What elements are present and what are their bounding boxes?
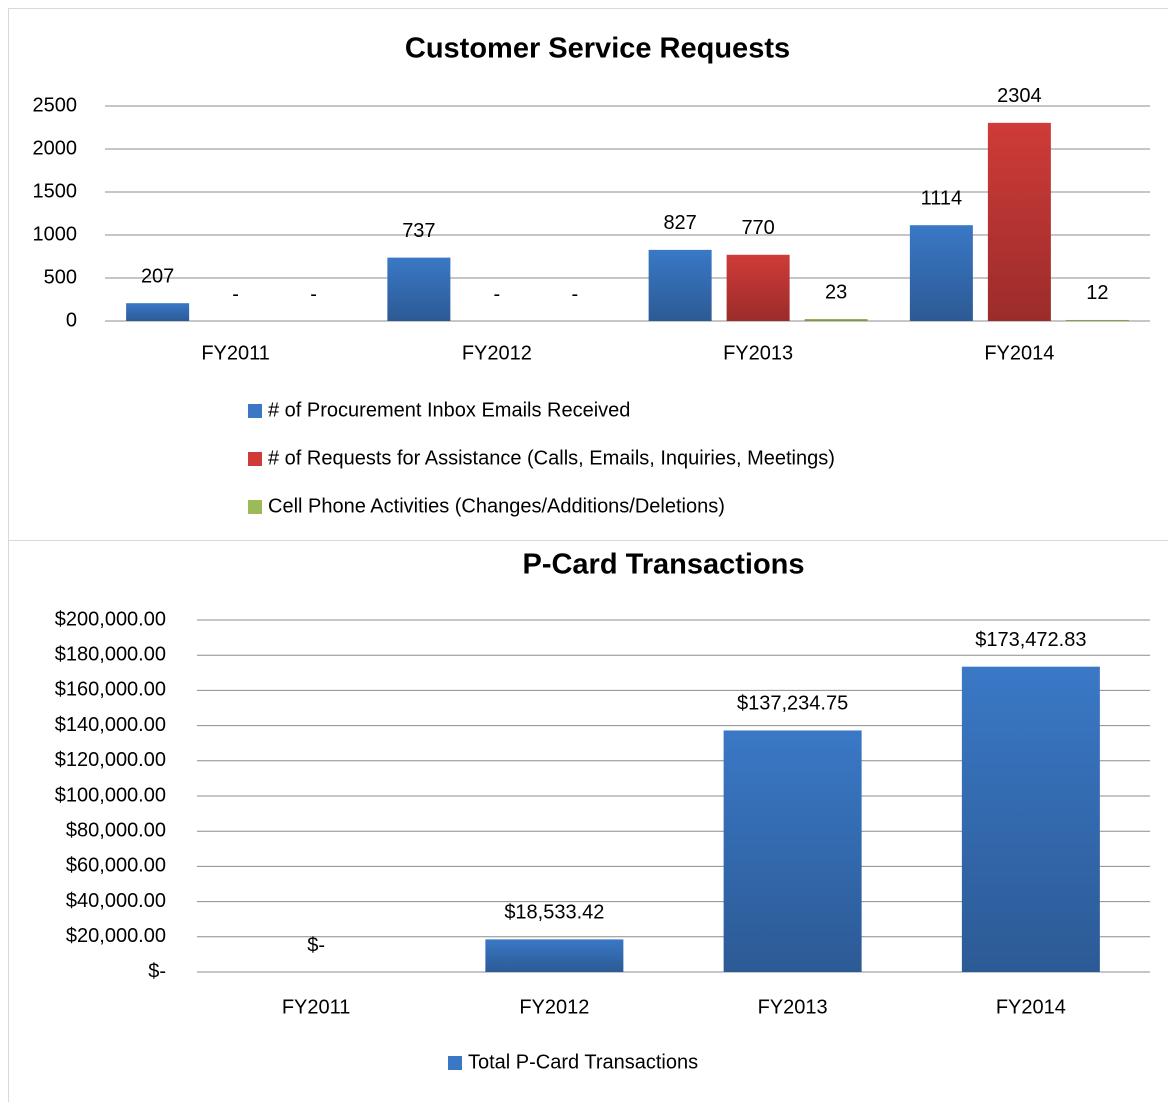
- legend-label: # of Procurement Inbox Emails Received: [268, 399, 630, 421]
- x-tick-label: FY2012: [519, 996, 589, 1018]
- y-tick-label: 0: [66, 309, 77, 331]
- y-tick-label: $80,000.00: [66, 819, 166, 841]
- y-tick-label: $120,000.00: [55, 749, 166, 771]
- bar: [387, 257, 451, 321]
- data-label: -: [572, 283, 579, 305]
- data-label: 12: [1086, 282, 1108, 304]
- x-tick-label: FY2013: [723, 342, 793, 364]
- chart-title: Customer Service Requests: [405, 33, 790, 65]
- bar: [723, 730, 862, 972]
- y-tick-label: $200,000.00: [55, 608, 166, 630]
- x-tick-label: FY2013: [758, 996, 828, 1018]
- y-tick-label: 1500: [33, 180, 78, 202]
- bar: [648, 249, 712, 321]
- data-label: -: [232, 283, 239, 305]
- y-tick-label: 500: [44, 266, 77, 288]
- y-tick-label: $100,000.00: [55, 784, 166, 806]
- data-label: $18,533.42: [504, 902, 604, 924]
- data-label: $173,472.83: [975, 629, 1086, 651]
- chart-border: [8, 540, 1168, 1102]
- y-tick-label: 2000: [33, 137, 78, 159]
- y-tick-label: $180,000.00: [55, 643, 166, 665]
- data-label: 23: [825, 281, 847, 303]
- x-tick-label: FY2011: [201, 342, 270, 364]
- bar: [909, 225, 973, 321]
- y-tick-label: $20,000.00: [66, 925, 166, 947]
- legend-swatch: [248, 500, 262, 514]
- legend-label: Total P-Card Transactions: [468, 1051, 698, 1073]
- data-label: 1114: [921, 187, 963, 209]
- bar: [987, 122, 1051, 321]
- data-label: -: [310, 283, 317, 305]
- data-label: 2304: [997, 85, 1042, 107]
- legend-swatch: [448, 1056, 462, 1070]
- y-tick-label: $160,000.00: [55, 679, 166, 701]
- x-tick-label: FY2014: [984, 342, 1054, 364]
- bar: [1065, 319, 1129, 321]
- bar: [726, 254, 790, 321]
- data-label: $-: [307, 934, 325, 956]
- bar: [961, 666, 1100, 972]
- y-tick-label: $60,000.00: [66, 855, 166, 877]
- y-tick-label: 2500: [33, 94, 78, 116]
- data-label: 207: [141, 265, 174, 287]
- y-tick-label: $40,000.00: [66, 890, 166, 912]
- bar: [485, 939, 624, 972]
- bar: [126, 303, 190, 321]
- y-tick-label: 1000: [33, 223, 78, 245]
- x-tick-label: FY2011: [282, 996, 351, 1018]
- legend-label: Cell Phone Activities (Changes/Additions…: [268, 495, 725, 517]
- y-tick-label: $-: [148, 960, 166, 982]
- x-tick-label: FY2012: [462, 342, 532, 364]
- y-tick-label: $140,000.00: [55, 714, 166, 736]
- data-label: $137,234.75: [737, 693, 848, 715]
- bar: [804, 319, 868, 321]
- data-label: 737: [402, 220, 435, 242]
- x-tick-label: FY2014: [996, 996, 1066, 1018]
- data-label: -: [494, 283, 501, 305]
- legend-label: # of Requests for Assistance (Calls, Ema…: [268, 447, 835, 469]
- legend-swatch: [248, 404, 262, 418]
- data-label: 827: [663, 212, 696, 234]
- data-label: 770: [741, 217, 774, 239]
- legend-swatch: [248, 452, 262, 466]
- chart-title: P-Card Transactions: [522, 549, 804, 581]
